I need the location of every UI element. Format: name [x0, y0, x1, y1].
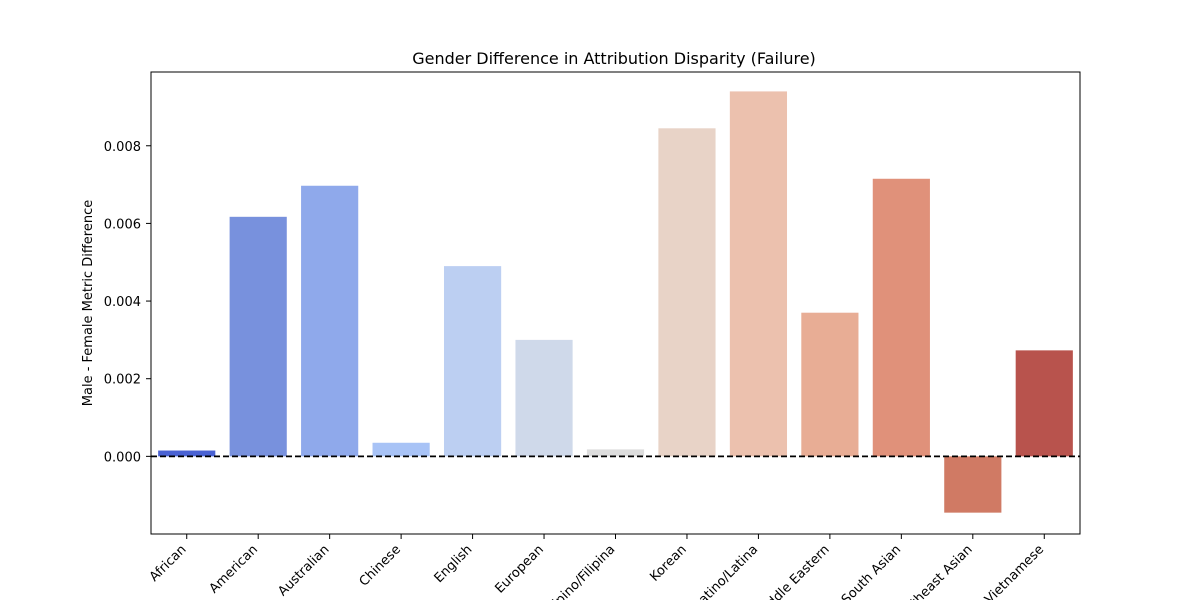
x-tick-label: Korean [647, 542, 689, 584]
x-tick-label: Middle Eastern [754, 542, 833, 600]
x-tick-label: Filipino/Filipina [540, 542, 618, 600]
y-tick-label: 0.008 [104, 140, 141, 155]
x-tick-label: American [207, 542, 261, 596]
bar [158, 450, 216, 457]
y-tick-label: 0.006 [104, 217, 141, 232]
y-tick-label: 0.002 [104, 373, 141, 388]
x-tick-label: English [432, 542, 476, 586]
x-tick-label: Vietnamese [982, 542, 1047, 600]
y-tick-label: 0.004 [104, 295, 141, 310]
x-tick-label: Australian [275, 542, 332, 599]
bar [658, 128, 716, 457]
y-axis-label: Male - Female Metric Difference [81, 200, 96, 406]
bar [944, 456, 1002, 513]
bar [586, 449, 645, 457]
bar [801, 312, 859, 457]
bar [729, 91, 788, 457]
y-tick-label: 0.000 [104, 450, 141, 465]
chart-title: Gender Difference in Attribution Dispari… [412, 49, 816, 68]
bar [872, 178, 930, 457]
x-tick-label: Southeast Asian [891, 542, 976, 600]
bar [301, 185, 359, 457]
x-tick-label: African [147, 542, 190, 585]
bar [372, 442, 430, 457]
bar [515, 339, 573, 457]
x-tick-label: Chinese [357, 542, 404, 589]
bar [1015, 350, 1073, 457]
plot-frame [150, 71, 1081, 535]
bar [229, 216, 287, 457]
bar [443, 266, 502, 457]
x-tick-label: South Asian [839, 542, 904, 600]
x-tick-label: European [492, 542, 546, 596]
x-tick-label: Latino/Latina [691, 542, 761, 600]
bars-group [158, 91, 1073, 513]
